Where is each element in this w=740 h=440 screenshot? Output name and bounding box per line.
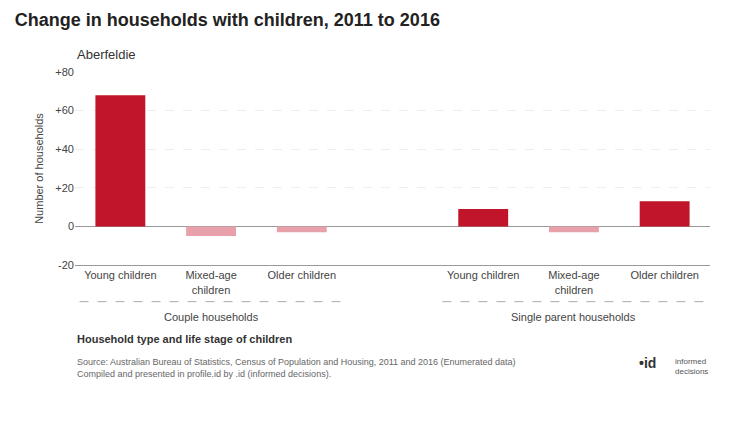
svg-text:Single parent households: Single parent households: [511, 311, 636, 323]
svg-text:+40: +40: [55, 143, 74, 155]
svg-text:Household type and life stage: Household type and life stage of childre…: [77, 333, 292, 345]
svg-text:Change in households with chil: Change in households with children, 2011…: [15, 10, 440, 30]
svg-text:Aberfeldie: Aberfeldie: [77, 47, 136, 62]
svg-text:+80: +80: [55, 66, 74, 78]
svg-text:+60: +60: [55, 104, 74, 116]
svg-text:Number of households: Number of households: [33, 113, 45, 224]
svg-text:Source: Australian Bureau of S: Source: Australian Bureau of Statistics,…: [77, 357, 516, 379]
svg-text:0: 0: [68, 220, 74, 232]
svg-text:informeddecisions: informeddecisions: [675, 357, 708, 376]
svg-text:Mixed-agechildren: Mixed-agechildren: [548, 269, 599, 295]
svg-text:Young children: Young children: [84, 269, 156, 281]
svg-text:+20: +20: [55, 182, 74, 194]
svg-text:•id: •id: [639, 355, 656, 371]
svg-text:Older children: Older children: [268, 269, 336, 281]
svg-text:Couple households: Couple households: [164, 311, 259, 323]
svg-text:Mixed-agechildren: Mixed-agechildren: [185, 269, 236, 295]
svg-text:Older children: Older children: [630, 269, 698, 281]
svg-text:Young children: Young children: [447, 269, 519, 281]
svg-text:-20: -20: [58, 259, 74, 271]
